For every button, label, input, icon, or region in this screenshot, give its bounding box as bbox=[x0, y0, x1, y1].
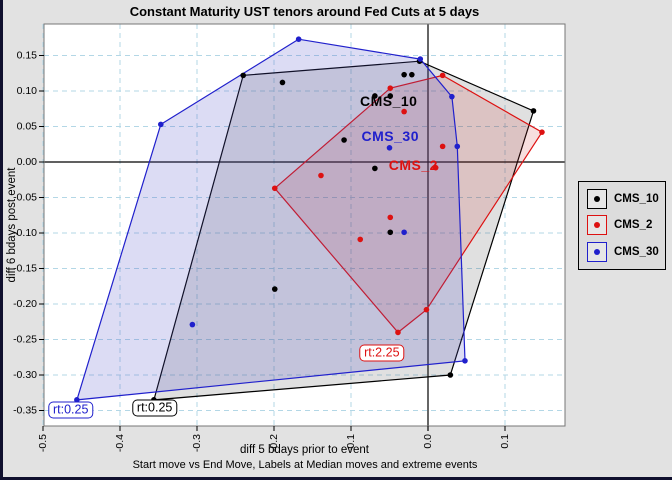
data-point-cms_2 bbox=[432, 164, 439, 171]
y-tick-label: -0.25 bbox=[13, 333, 37, 345]
legend: CMS_10 CMS_2 CMS_30 bbox=[578, 181, 666, 270]
x-axis-subtitle: Start move vs End Move, Labels at Median… bbox=[132, 459, 478, 471]
data-point-cms_2 bbox=[387, 214, 394, 221]
x-tick-label: -0.4 bbox=[114, 434, 126, 452]
y-tick-label: 0.15 bbox=[17, 49, 38, 61]
data-point-cms_2 bbox=[387, 85, 394, 91]
legend-entry-cms10: CMS_10 bbox=[587, 189, 665, 210]
legend-entry-cms30: CMS_30 bbox=[587, 241, 665, 262]
legend-dot-icon bbox=[594, 222, 600, 229]
data-point-cms_2 bbox=[539, 129, 545, 135]
median-label-cms30: CMS_30 bbox=[361, 127, 419, 144]
data-point-cms_2 bbox=[401, 108, 407, 115]
legend-label: CMS_2 bbox=[614, 219, 653, 232]
median-label-cms10: CMS_10 bbox=[359, 92, 418, 109]
y-tick-label: -0.15 bbox=[13, 262, 37, 274]
data-point-cms_30 bbox=[454, 143, 461, 150]
data-point-cms_10 bbox=[341, 137, 347, 143]
y-tick-label: -0.05 bbox=[13, 191, 37, 203]
hull-cms_30 bbox=[76, 38, 466, 401]
legend-key-box bbox=[587, 189, 607, 210]
data-point-cms_30 bbox=[295, 36, 302, 42]
data-point-cms_2 bbox=[271, 185, 278, 192]
data-point-cms_10 bbox=[387, 93, 394, 99]
legend-dot-icon bbox=[594, 196, 600, 203]
legend-entry-cms2: CMS_2 bbox=[587, 215, 665, 236]
legend-key-box bbox=[587, 215, 607, 236]
x-axis-title: diff 5 bdays prior to event bbox=[240, 444, 369, 456]
data-point-cms_10 bbox=[372, 165, 378, 172]
legend-label: CMS_10 bbox=[614, 193, 659, 206]
window-border-left bbox=[0, 0, 3, 480]
legend-key-box bbox=[587, 241, 607, 262]
x-tick-label: 0.1 bbox=[499, 434, 511, 449]
y-axis-title: diff 6 bdays post event bbox=[6, 167, 18, 283]
x-tick-label: -0.2 bbox=[268, 434, 280, 452]
extreme-event-label-cms30: rt:0.25 bbox=[48, 401, 94, 419]
data-point-cms_2 bbox=[357, 236, 364, 243]
data-point-cms_10 bbox=[279, 79, 286, 86]
extreme-event-label-cms2: rt:2.25 bbox=[359, 344, 405, 362]
data-point-cms_10 bbox=[530, 108, 537, 114]
data-point-cms_10 bbox=[401, 71, 407, 78]
data-point-cms_30 bbox=[158, 121, 164, 128]
data-point-cms_10 bbox=[240, 72, 246, 79]
legend-dot-icon bbox=[594, 248, 600, 255]
data-point-cms_2 bbox=[395, 329, 401, 336]
data-point-cms_30 bbox=[462, 358, 468, 364]
median-label-cms2: CMS_2 bbox=[388, 156, 438, 173]
data-point-cms_10 bbox=[447, 372, 454, 378]
x-tick-label: 0.0 bbox=[422, 434, 434, 449]
y-tick-label: 0.10 bbox=[17, 85, 38, 97]
data-point-cms_30 bbox=[189, 321, 196, 328]
window-border-bottom bbox=[0, 477, 672, 480]
data-point-cms_10 bbox=[387, 229, 394, 236]
y-tick-label: 0.05 bbox=[17, 120, 38, 132]
data-point-cms_30 bbox=[449, 93, 455, 100]
y-tick-label: -0.30 bbox=[13, 369, 37, 381]
data-point-cms_2 bbox=[439, 143, 446, 150]
hull-cms_10 bbox=[153, 60, 535, 401]
data-point-cms_30 bbox=[417, 56, 424, 62]
extreme-event-label-cms10: rt:0.25 bbox=[131, 399, 178, 417]
data-point-cms_30 bbox=[74, 397, 80, 403]
y-tick-label: -0.35 bbox=[13, 404, 37, 416]
legend-label: CMS_30 bbox=[614, 245, 659, 258]
y-tick-label: 0.00 bbox=[17, 156, 38, 168]
data-point-cms_30 bbox=[386, 145, 393, 151]
data-point-cms_2 bbox=[318, 172, 324, 179]
y-tick-label: -0.10 bbox=[13, 227, 37, 239]
data-point-cms_10 bbox=[271, 286, 278, 292]
x-tick-label: -0.3 bbox=[191, 434, 203, 452]
plot-border bbox=[43, 23, 566, 427]
y-tick-label: -0.20 bbox=[13, 298, 37, 310]
data-point-cms_2 bbox=[439, 72, 446, 79]
data-point-cms_30 bbox=[401, 229, 407, 236]
x-tick-label: -0.1 bbox=[345, 434, 357, 452]
data-point-cms_10 bbox=[372, 93, 378, 99]
chart-title: Constant Maturity UST tenors around Fed … bbox=[129, 4, 480, 19]
data-point-cms_2 bbox=[423, 306, 430, 313]
data-point-cms_10 bbox=[409, 71, 415, 78]
x-tick-label: -0.5 bbox=[37, 434, 49, 452]
